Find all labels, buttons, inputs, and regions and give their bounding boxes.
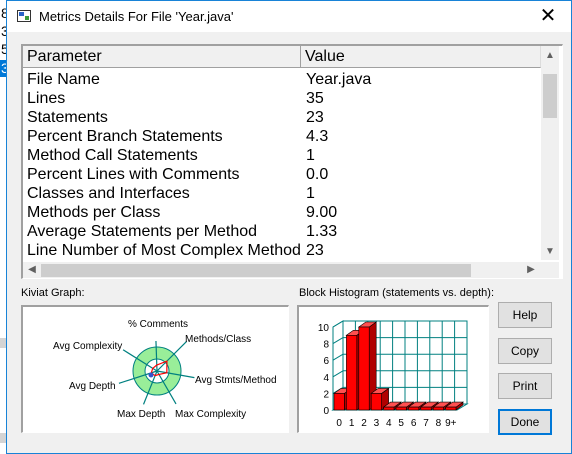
histogram-grid-line — [332, 370, 344, 378]
histogram-x-tick: 3 — [374, 418, 380, 429]
vertical-scroll-thumb[interactable] — [543, 74, 557, 118]
kiviat-axis-label: % Comments — [128, 319, 188, 330]
table-row[interactable]: Methods per Class 9.00 — [23, 203, 541, 222]
histogram-x-tick: 1 — [349, 418, 355, 429]
table-header: Parameter Value — [23, 46, 541, 68]
value-cell: 35 — [306, 90, 324, 107]
histogram-y-tick: 0 — [323, 406, 329, 417]
block-histogram-label: Block Histogram (statements vs. depth): — [299, 287, 495, 299]
close-button[interactable]: ✕ — [539, 5, 557, 27]
vertical-scrollbar[interactable]: ▲ ▼ — [541, 46, 559, 260]
histogram-bar — [444, 401, 464, 411]
histogram-grid-line — [332, 320, 344, 328]
parameter-cell: Percent Lines with Comments — [27, 166, 240, 183]
app-icon — [17, 10, 31, 22]
metrics-table: Parameter Value File Name Year.java Lines… — [21, 44, 563, 279]
parameter-cell: Line Number of Most Complex Method — [27, 242, 301, 259]
column-header-parameter[interactable]: Parameter — [23, 46, 301, 68]
kiviat-graph-panel: % Comments Methods/Class Avg Stmts/Method M… — [21, 305, 289, 433]
histogram-x-tick: 5 — [398, 418, 404, 429]
kiviat-axis-label: Methods/Class — [185, 334, 251, 345]
histogram-x-tick: 6 — [411, 418, 417, 429]
histogram-x-tick: 4 — [386, 418, 392, 429]
horizontal-scroll-thumb[interactable] — [41, 264, 471, 277]
value-cell: 4.3 — [306, 128, 329, 145]
table-row[interactable]: Method Call Statements 1 — [23, 146, 541, 165]
table-row[interactable]: Line Number of Most Complex Method 23 — [23, 241, 541, 260]
kiviat-axis-label: Max Complexity — [175, 409, 246, 420]
scrollbar-corner — [541, 262, 559, 278]
parameter-cell: Method Call Statements — [27, 147, 198, 164]
value-cell: 0.0 — [306, 166, 329, 183]
table-body: File Name Year.java Lines 35 Statements 23 … — [23, 70, 541, 260]
value-cell: Year.java — [306, 71, 372, 88]
value-cell: 23 — [306, 109, 324, 126]
kiviat-value-polygon — [150, 360, 168, 377]
title-bar: Metrics Details For File 'Year.java' ✕ — [7, 1, 571, 32]
histogram-x-tick: 7 — [423, 418, 429, 429]
parameter-cell: Lines — [27, 90, 66, 107]
scroll-left-icon[interactable]: ◀ — [28, 264, 36, 275]
histogram-y-tick: 2 — [323, 389, 329, 400]
scroll-up-icon[interactable]: ▲ — [545, 50, 555, 61]
kiviat-axis-label: Avg Complexity — [53, 341, 122, 352]
kiviat-spoke — [155, 340, 158, 372]
parameter-cell: Average Statements per Method — [27, 223, 258, 240]
kiviat-axis-label: Avg Stmts/Method — [195, 375, 277, 386]
kiviat-spoke — [142, 370, 158, 405]
value-cell: 1 — [306, 185, 315, 202]
metrics-details-dialog: Metrics Details For File 'Year.java' ✕ P… — [6, 0, 572, 454]
kiviat-value-marker — [148, 372, 154, 378]
table-row[interactable]: Classes and Interfaces 1 — [23, 184, 541, 203]
histogram-x-tick: 0 — [336, 418, 342, 429]
value-cell: 9.00 — [306, 204, 338, 221]
kiviat-spoke — [156, 340, 188, 372]
kiviat-graph: % Comments Methods/Class Avg Stmts/Method M… — [53, 319, 277, 420]
scroll-down-icon[interactable]: ▼ — [545, 246, 555, 257]
histogram-y-tick: 8 — [323, 340, 329, 351]
done-button[interactable]: Done — [498, 409, 552, 435]
parameter-cell: File Name — [27, 71, 100, 88]
histogram-x-tick: 2 — [361, 418, 367, 429]
kiviat-axis-label: Avg Depth — [69, 381, 116, 392]
horizontal-scrollbar[interactable]: ◀ ▶ — [23, 262, 541, 278]
window-title: Metrics Details For File 'Year.java' — [39, 9, 234, 24]
histogram-y-tick: 6 — [323, 356, 329, 367]
value-cell: 23 — [306, 242, 324, 259]
background-row-number: 8 — [1, 5, 9, 21]
kiviat-graph-label: Kiviat Graph: — [21, 287, 85, 299]
kiviat-spoke — [156, 370, 195, 379]
kiviat-axis-label: Max Depth — [117, 409, 165, 420]
value-cell: 1 — [306, 147, 315, 164]
help-button[interactable]: Help — [498, 302, 552, 328]
histogram-x-tick: 8 — [436, 418, 442, 429]
histogram-grid-line — [332, 337, 344, 345]
background-row-number: 3 — [1, 23, 9, 39]
scroll-right-icon[interactable]: ▶ — [527, 264, 535, 275]
background-row-number: 3 — [1, 60, 9, 76]
histogram-grid-line — [332, 353, 344, 361]
print-button[interactable]: Print — [498, 373, 552, 399]
histogram-x-tick: 9+ — [445, 418, 457, 429]
background-row-number: 5 — [1, 41, 9, 57]
kiviat-spoke — [156, 370, 177, 405]
column-header-value[interactable]: Value — [301, 46, 541, 68]
histogram-y-tick: 10 — [318, 323, 330, 334]
copy-button[interactable]: Copy — [498, 338, 552, 364]
table-row[interactable]: Lines 35 — [23, 89, 541, 108]
block-histogram-panel: 0 2 4 6 8 10 0 1 2 3 4 5 6 7 8 9+ — [297, 305, 489, 433]
table-row[interactable]: Statements 23 — [23, 108, 541, 127]
kiviat-spoke — [122, 349, 158, 372]
histogram-y-tick: 4 — [323, 373, 329, 384]
parameter-cell: Percent Branch Statements — [27, 128, 223, 145]
table-row[interactable]: Percent Lines with Comments 0.0 — [23, 165, 541, 184]
table-row[interactable]: Average Statements per Method 1.33 — [23, 222, 541, 241]
parameter-cell: Statements — [27, 109, 108, 126]
parameter-cell: Classes and Interfaces — [27, 185, 190, 202]
table-row[interactable]: Percent Branch Statements 4.3 — [23, 127, 541, 146]
table-row[interactable]: File Name Year.java — [23, 70, 541, 89]
parameter-cell: Methods per Class — [27, 204, 161, 221]
value-cell: 1.33 — [306, 223, 338, 240]
